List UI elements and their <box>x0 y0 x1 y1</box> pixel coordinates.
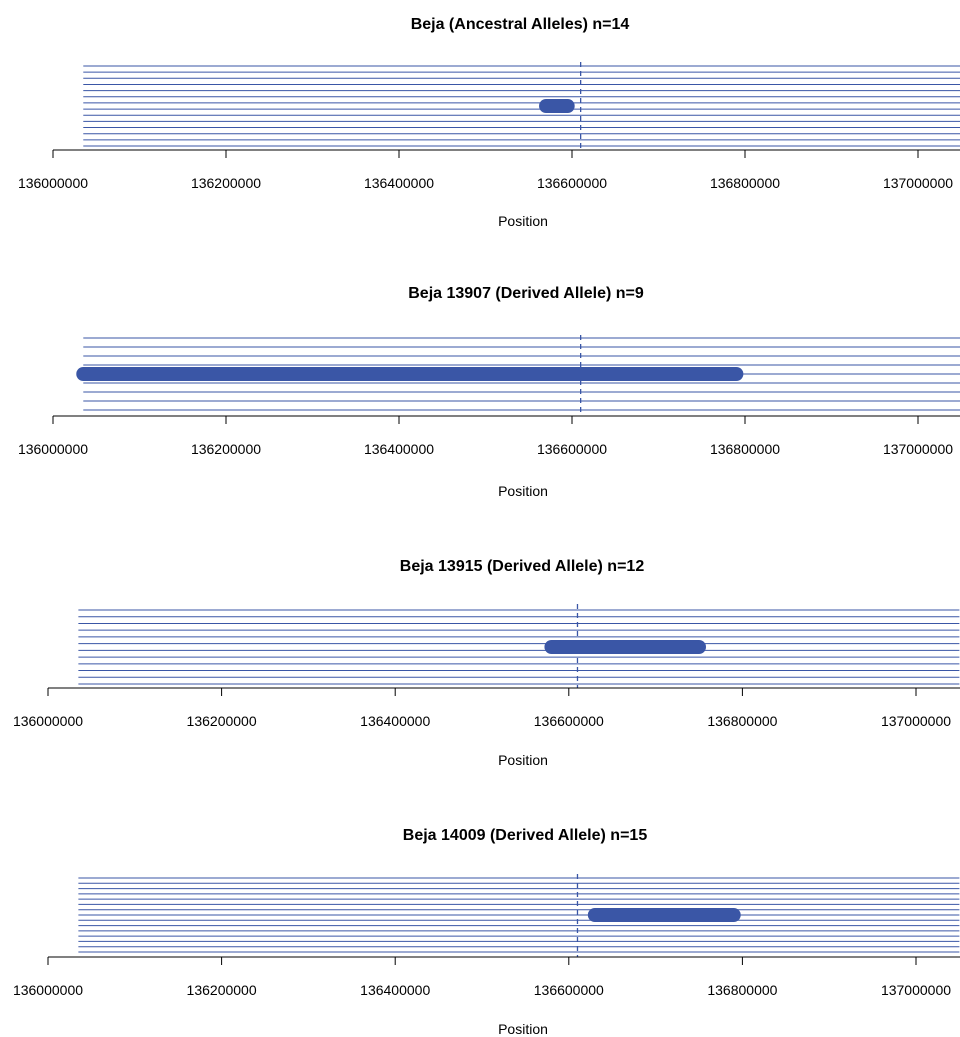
panel-4-title: Beja 14009 (Derived Allele) n=15 <box>403 827 648 844</box>
panel-2-tick-label-1: 136200000 <box>191 441 261 457</box>
panel-4-tick-label-1: 136200000 <box>187 982 257 998</box>
panel-1-tick-label-1: 136200000 <box>191 175 261 191</box>
panel-2-tick-label-0: 136000000 <box>18 441 88 457</box>
panel-4-tick-label-5: 137000000 <box>881 982 951 998</box>
panel-1-tick-label-3: 136600000 <box>537 175 607 191</box>
panel-2-haplotype-lines <box>76 337 960 411</box>
panel-1-x-axis-label: Position <box>498 213 548 229</box>
panel-3-title: Beja 13915 (Derived Allele) n=12 <box>400 558 645 575</box>
panel-1-tick-label-5: 137000000 <box>883 175 953 191</box>
panel-3: Beja 13915 (Derived Allele) n=12 1360000… <box>13 558 960 768</box>
panel-3-tick-label-4: 136800000 <box>707 713 777 729</box>
panel-4-tick-label-4: 136800000 <box>707 982 777 998</box>
panel-2-x-axis-label: Position <box>498 483 548 499</box>
panel-2-tick-label-2: 136400000 <box>364 441 434 457</box>
panel-2-tick-label-4: 136800000 <box>710 441 780 457</box>
panel-1-tick-label-0: 136000000 <box>18 175 88 191</box>
panel-3-tick-label-3: 136600000 <box>534 713 604 729</box>
panel-2-tick-label-5: 137000000 <box>883 441 953 457</box>
panel-4-tick-label-2: 136400000 <box>360 982 430 998</box>
panel-1-tick-label-4: 136800000 <box>710 175 780 191</box>
panel-2-title: Beja 13907 (Derived Allele) n=9 <box>408 285 644 302</box>
panel-4-x-axis-label: Position <box>498 1021 548 1037</box>
panel-1-title: Beja (Ancestral Alleles) n=14 <box>411 16 630 33</box>
panel-3-tick-label-2: 136400000 <box>360 713 430 729</box>
panel-3-tick-label-1: 136200000 <box>187 713 257 729</box>
panel-4-haplotype-lines <box>78 877 960 953</box>
panel-2-tick-label-3: 136600000 <box>537 441 607 457</box>
panel-4-tick-label-0: 136000000 <box>13 982 83 998</box>
panel-1: Beja (Ancestral Alleles) n=14 136000000 1… <box>18 16 960 229</box>
panel-2: Beja 13907 (Derived Allele) n=9 13600000… <box>18 285 960 499</box>
panel-4: Beja 14009 (Derived Allele) n=15 1360000… <box>13 827 960 1037</box>
panel-3-haplotype-lines <box>78 609 960 685</box>
panel-3-tick-label-0: 136000000 <box>13 713 83 729</box>
panel-1-haplotype-lines <box>83 65 960 147</box>
panel-4-tick-label-3: 136600000 <box>534 982 604 998</box>
panel-3-tick-label-5: 137000000 <box>881 713 951 729</box>
panel-1-tick-label-2: 136400000 <box>364 175 434 191</box>
panel-3-x-axis-label: Position <box>498 752 548 768</box>
